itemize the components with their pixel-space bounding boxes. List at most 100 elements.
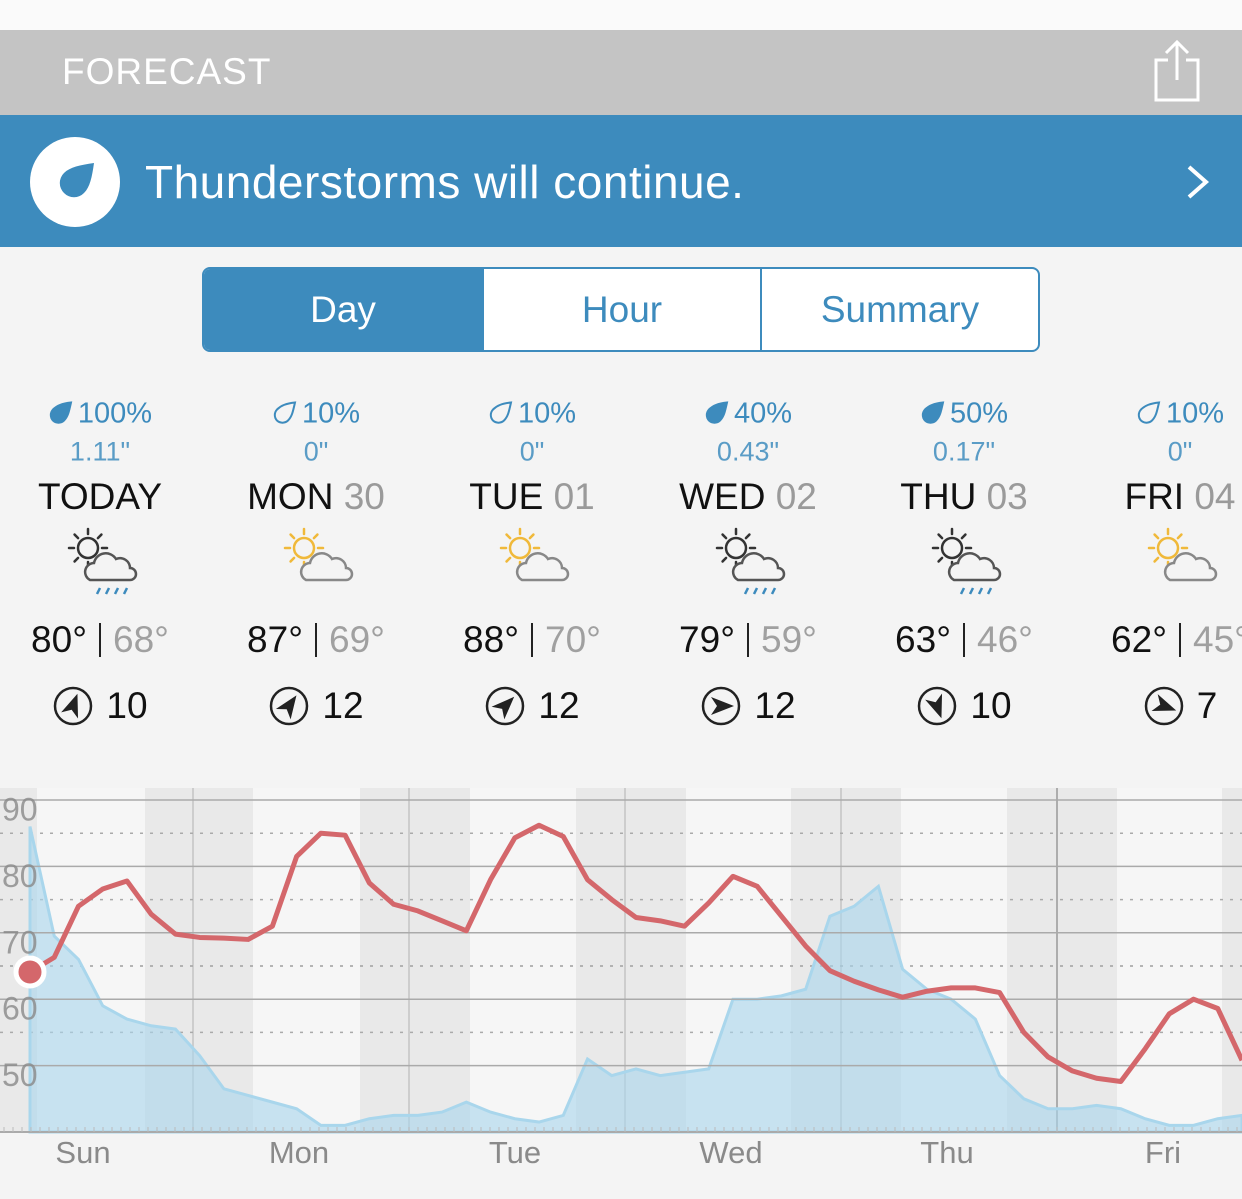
header-bar: FORECAST xyxy=(0,30,1242,115)
precip-chance: 40% xyxy=(640,398,856,431)
low-temp: 69° xyxy=(329,619,385,660)
chevron xyxy=(1187,165,1210,199)
sun-ray xyxy=(96,533,103,540)
wind-arrow xyxy=(491,696,515,720)
wind-ring xyxy=(1144,686,1183,726)
alert-banner[interactable]: Thunderstorms will continue. xyxy=(0,115,1242,247)
current-temp-marker xyxy=(13,955,47,989)
rain-drop xyxy=(122,587,129,595)
y-tick-label: 80 xyxy=(2,858,38,894)
x-tick-label: Sun xyxy=(55,1135,110,1170)
wind-speed: 10 xyxy=(970,685,1012,726)
wind-icon xyxy=(918,686,957,726)
weather-icon xyxy=(499,527,570,582)
x-tick-label: Tue xyxy=(489,1135,541,1170)
sun xyxy=(724,536,748,560)
day-label: WED xyxy=(679,476,766,517)
wind-speed: 12 xyxy=(538,685,580,726)
temp-separator xyxy=(99,623,101,657)
wind-ring xyxy=(702,686,741,726)
precip-amount: 0" xyxy=(303,436,329,467)
high-temp: 63° xyxy=(895,619,951,660)
wind-arrow xyxy=(276,695,297,720)
low-temp: 46° xyxy=(977,619,1033,660)
wind-icon xyxy=(486,686,525,726)
tab[interactable]: Summary xyxy=(760,269,1038,350)
status-strip xyxy=(0,0,1242,30)
wind-arrow xyxy=(925,693,943,719)
sun xyxy=(76,536,100,560)
temperatures: 62° 45° xyxy=(1072,619,1242,661)
precip-chance-text: 100% xyxy=(77,397,153,430)
temp-separator xyxy=(963,623,965,657)
wind: 10 xyxy=(856,685,1072,727)
drop-icon xyxy=(705,401,729,424)
temperature-line xyxy=(28,822,1242,1085)
cloud xyxy=(299,552,354,582)
rain-drop xyxy=(770,587,777,595)
precip-chance: 10% xyxy=(424,398,640,431)
wind-icon xyxy=(1144,686,1183,726)
wind-arrow xyxy=(711,697,735,715)
rain-drop xyxy=(743,587,750,595)
wind-icon xyxy=(702,686,741,726)
wind-ring xyxy=(54,686,93,726)
share-button[interactable] xyxy=(1150,38,1204,104)
temperatures: 63° 46° xyxy=(856,619,1072,661)
day-label: MON xyxy=(247,476,334,517)
low-temp: 70° xyxy=(545,619,601,660)
temperatures: 80° 68° xyxy=(0,619,208,661)
wind-icon xyxy=(54,686,93,726)
day-label: THU xyxy=(900,476,977,517)
precip-amount: 0" xyxy=(1167,436,1193,467)
sun-ray xyxy=(312,533,319,540)
precip-chance: 10% xyxy=(1072,398,1242,431)
cloud xyxy=(947,552,1002,582)
tab[interactable]: Day xyxy=(204,269,482,350)
drop-shape xyxy=(921,401,945,424)
drop-icon xyxy=(489,401,513,424)
temp-separator xyxy=(1179,623,1181,657)
drop-icon xyxy=(1137,401,1161,424)
temperatures: 88° 70° xyxy=(424,619,640,661)
cloud xyxy=(515,552,570,582)
x-tick-label: Wed xyxy=(699,1135,762,1170)
wind-ring xyxy=(918,686,957,726)
temp-separator xyxy=(315,623,317,657)
drop-shape xyxy=(489,401,513,424)
temperatures: 79° 59° xyxy=(640,619,856,661)
wind: 10 xyxy=(0,685,208,727)
low-temp: 59° xyxy=(761,619,817,660)
header-title: FORECAST xyxy=(62,51,272,92)
sun xyxy=(508,536,532,560)
rain-drop xyxy=(959,587,966,595)
wind: 12 xyxy=(424,685,640,727)
rain-drop xyxy=(968,587,975,595)
precip-area xyxy=(28,826,1242,1134)
sun-ray xyxy=(528,533,535,540)
day-date: 01 xyxy=(553,476,595,517)
wind: 12 xyxy=(208,685,424,727)
sun-ray xyxy=(721,556,728,563)
sun-ray xyxy=(1153,556,1160,563)
drop-shape xyxy=(1137,401,1161,424)
rain-drop xyxy=(752,587,759,595)
tab[interactable]: Hour xyxy=(482,269,760,350)
sun-ray xyxy=(1176,533,1183,540)
alert-icon xyxy=(30,137,120,227)
temp-separator xyxy=(531,623,533,657)
day-label: TUE xyxy=(469,476,544,517)
day-label: FRI xyxy=(1124,476,1185,517)
precip-chance-text: 10% xyxy=(1165,397,1225,430)
drop-icon xyxy=(921,401,945,424)
sun-ray xyxy=(744,533,751,540)
rain-drop xyxy=(986,587,993,595)
sun-ray xyxy=(73,533,80,540)
day-date: 03 xyxy=(986,476,1028,517)
precip-amount: 0.43" xyxy=(716,436,780,467)
rain-drop xyxy=(95,587,102,595)
tab-bar: Day Hour Summary xyxy=(202,267,1040,352)
alert-text: Thunderstorms will continue. xyxy=(145,156,745,208)
wind-arrow xyxy=(1151,694,1176,712)
high-temp: 80° xyxy=(31,619,87,660)
